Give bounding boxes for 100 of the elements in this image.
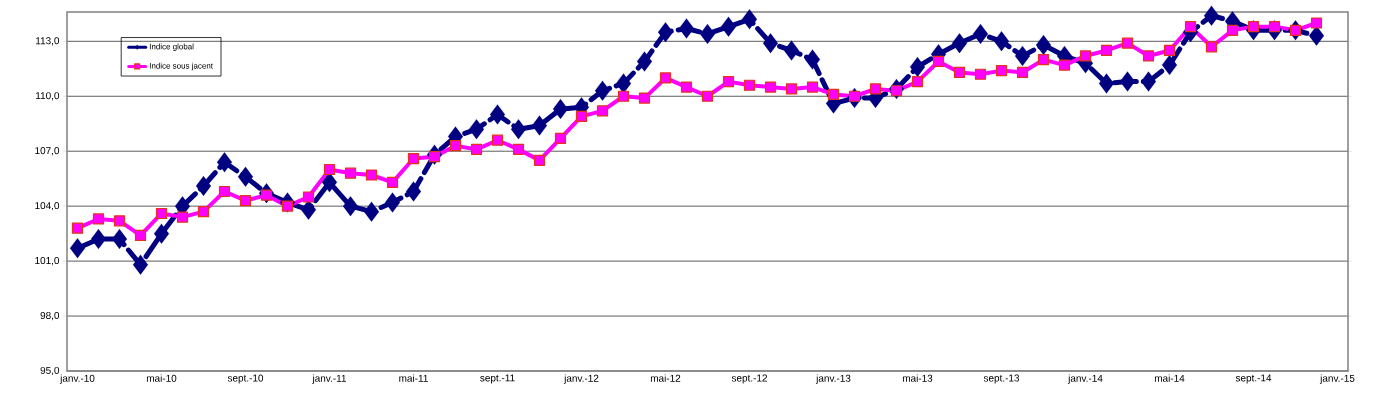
point xyxy=(785,83,798,95)
point xyxy=(1226,24,1239,36)
point xyxy=(827,88,840,101)
point xyxy=(533,154,546,166)
point xyxy=(1142,50,1155,62)
x-tick-label: janv.-13 xyxy=(815,374,851,384)
point xyxy=(449,140,462,152)
x-tick-label: sept.-13 xyxy=(983,374,1020,384)
point xyxy=(1119,71,1136,92)
point xyxy=(363,201,380,222)
point xyxy=(344,167,357,179)
point xyxy=(321,172,338,193)
point xyxy=(909,56,926,77)
y-tick-label: 104,0 xyxy=(35,202,60,211)
point xyxy=(1037,54,1050,66)
point xyxy=(1289,24,1302,36)
point xyxy=(468,119,485,140)
point xyxy=(512,143,525,155)
point xyxy=(237,166,254,187)
point xyxy=(195,175,212,197)
point xyxy=(69,238,86,259)
point xyxy=(153,223,170,244)
point xyxy=(617,90,630,102)
point xyxy=(701,90,714,102)
point xyxy=(491,134,504,146)
point xyxy=(993,31,1010,52)
point xyxy=(1161,55,1178,76)
point xyxy=(678,18,695,39)
point xyxy=(720,16,737,37)
point xyxy=(531,115,548,136)
x-tick-label: sept.-14 xyxy=(1235,374,1272,384)
point xyxy=(722,76,735,88)
x-tick-label: janv.-10 xyxy=(59,374,95,384)
point xyxy=(323,163,336,176)
point xyxy=(489,104,506,125)
point xyxy=(1079,50,1092,62)
point xyxy=(1016,66,1029,79)
point xyxy=(804,49,821,70)
point xyxy=(176,211,189,223)
point xyxy=(71,222,84,234)
x-tick-label: mai-13 xyxy=(902,374,933,382)
point xyxy=(743,79,756,91)
x-tick-label: janv.-12 xyxy=(563,374,599,384)
x-tick-label: mai-10 xyxy=(146,374,177,382)
x-tick-label: sept.-10 xyxy=(227,374,264,384)
point xyxy=(911,76,924,88)
point xyxy=(1184,21,1197,33)
point xyxy=(407,152,420,165)
y-tick-label: 95,0 xyxy=(40,366,60,376)
point xyxy=(1098,73,1115,94)
point xyxy=(657,22,674,43)
point xyxy=(636,51,653,72)
point xyxy=(302,191,315,203)
x-tick-label: janv.-11 xyxy=(312,374,346,384)
point xyxy=(762,33,779,54)
x-tick-label: mai-12 xyxy=(650,374,681,382)
point xyxy=(216,152,233,173)
point xyxy=(890,85,903,97)
point xyxy=(552,99,569,120)
point xyxy=(974,68,987,80)
point xyxy=(1205,41,1218,53)
point xyxy=(470,143,483,155)
point xyxy=(554,132,567,144)
point xyxy=(951,33,968,54)
point xyxy=(659,72,672,84)
x-tick-label: janv.-15 xyxy=(1319,374,1355,384)
point xyxy=(197,206,210,218)
point xyxy=(510,119,527,140)
point xyxy=(134,229,147,242)
point xyxy=(972,23,989,45)
point xyxy=(218,185,231,198)
point xyxy=(741,9,758,30)
point xyxy=(1121,37,1134,49)
point xyxy=(806,81,819,93)
x-tick-label: mai-14 xyxy=(1154,374,1185,382)
point xyxy=(1247,21,1260,33)
point xyxy=(428,151,441,163)
point xyxy=(680,81,693,93)
x-tick-label: janv.-14 xyxy=(1067,374,1103,384)
x-tick-label: sept.-12 xyxy=(731,374,767,384)
point xyxy=(405,181,422,202)
point xyxy=(953,66,966,79)
point xyxy=(699,23,716,45)
point xyxy=(342,196,359,217)
point xyxy=(1058,59,1071,71)
x-tick-label: sept.-11 xyxy=(480,374,515,384)
point xyxy=(1035,34,1052,56)
point xyxy=(594,80,611,101)
y-tick-label: 101,0 xyxy=(35,256,60,266)
point xyxy=(932,55,945,68)
point xyxy=(995,65,1008,77)
point xyxy=(848,90,861,102)
y-tick-label: 113,0 xyxy=(36,37,60,46)
y-tick-label: 98,0 xyxy=(40,311,60,321)
y-tick-label: 107,0 xyxy=(35,147,60,156)
point xyxy=(113,215,126,227)
x-tick-label: mai-11 xyxy=(399,374,428,382)
point xyxy=(1310,17,1323,29)
point xyxy=(783,40,800,61)
point xyxy=(1268,21,1281,33)
